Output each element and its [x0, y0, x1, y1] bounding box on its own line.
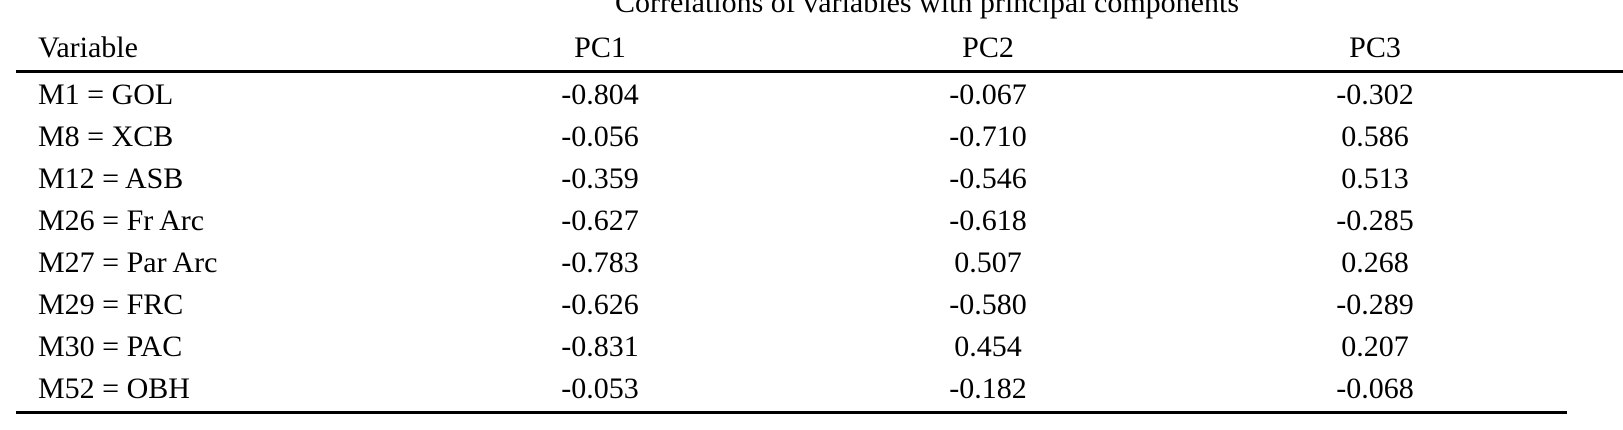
pc2-cell: 0.507 — [954, 246, 1022, 279]
header-rule — [16, 70, 1623, 73]
pc1-cell: -0.053 — [561, 372, 639, 405]
variable-cell: M26 = Fr Arc — [38, 204, 205, 237]
bottom-rule — [16, 411, 1567, 414]
pc3-cell: 0.268 — [1341, 246, 1409, 279]
variable-cell: M29 = FRC — [38, 288, 184, 321]
pc1-cell: -0.056 — [561, 120, 639, 153]
table-row: M29 = FRC -0.626 -0.580 -0.289 — [0, 286, 1623, 324]
pc3-cell: -0.302 — [1336, 78, 1414, 111]
pc3-cell: -0.068 — [1336, 372, 1414, 405]
variable-cell: M1 = GOL — [38, 78, 174, 111]
pc2-cell: -0.067 — [949, 78, 1027, 111]
table-row: M52 = OBH -0.053 -0.182 -0.068 — [0, 370, 1623, 408]
table-row: M30 = PAC -0.831 0.454 0.207 — [0, 328, 1623, 366]
variable-cell: M52 = OBH — [38, 372, 190, 405]
pc3-cell: -0.285 — [1336, 204, 1414, 237]
pc1-cell: -0.783 — [561, 246, 639, 279]
pc2-cell: -0.618 — [949, 204, 1027, 237]
pc3-cell: 0.513 — [1341, 162, 1409, 195]
pc3-cell: 0.586 — [1341, 120, 1409, 153]
header-pc2: PC2 — [962, 31, 1014, 64]
pc1-cell: -0.804 — [561, 78, 639, 111]
pc3-cell: 0.207 — [1341, 330, 1409, 363]
variable-cell: M27 = Par Arc — [38, 246, 218, 279]
variable-cell: M30 = PAC — [38, 330, 183, 363]
header-row: Variable PC1 PC2 PC3 — [0, 29, 1623, 67]
header-pc3: PC3 — [1349, 31, 1401, 64]
pc2-cell: -0.710 — [949, 120, 1027, 153]
table-row: M12 = ASB -0.359 -0.546 0.513 — [0, 160, 1623, 198]
table-title: Correlations of variables with principal… — [615, 0, 1240, 19]
pc1-cell: -0.831 — [561, 330, 639, 363]
table-row: M26 = Fr Arc -0.627 -0.618 -0.285 — [0, 202, 1623, 240]
pc2-cell: -0.580 — [949, 288, 1027, 321]
pc1-cell: -0.359 — [561, 162, 639, 195]
table-row: M27 = Par Arc -0.783 0.507 0.268 — [0, 244, 1623, 282]
table-row: M8 = XCB -0.056 -0.710 0.586 — [0, 118, 1623, 156]
pc1-cell: -0.627 — [561, 204, 639, 237]
pc2-cell: -0.182 — [949, 372, 1027, 405]
header-pc1: PC1 — [574, 31, 626, 64]
pc1-cell: -0.626 — [561, 288, 639, 321]
pc2-cell: -0.546 — [949, 162, 1027, 195]
pc3-cell: -0.289 — [1336, 288, 1414, 321]
header-variable: Variable — [38, 31, 138, 64]
variable-cell: M12 = ASB — [38, 162, 184, 195]
pc2-cell: 0.454 — [954, 330, 1022, 363]
table-row: M1 = GOL -0.804 -0.067 -0.302 — [0, 76, 1623, 114]
variable-cell: M8 = XCB — [38, 120, 174, 153]
